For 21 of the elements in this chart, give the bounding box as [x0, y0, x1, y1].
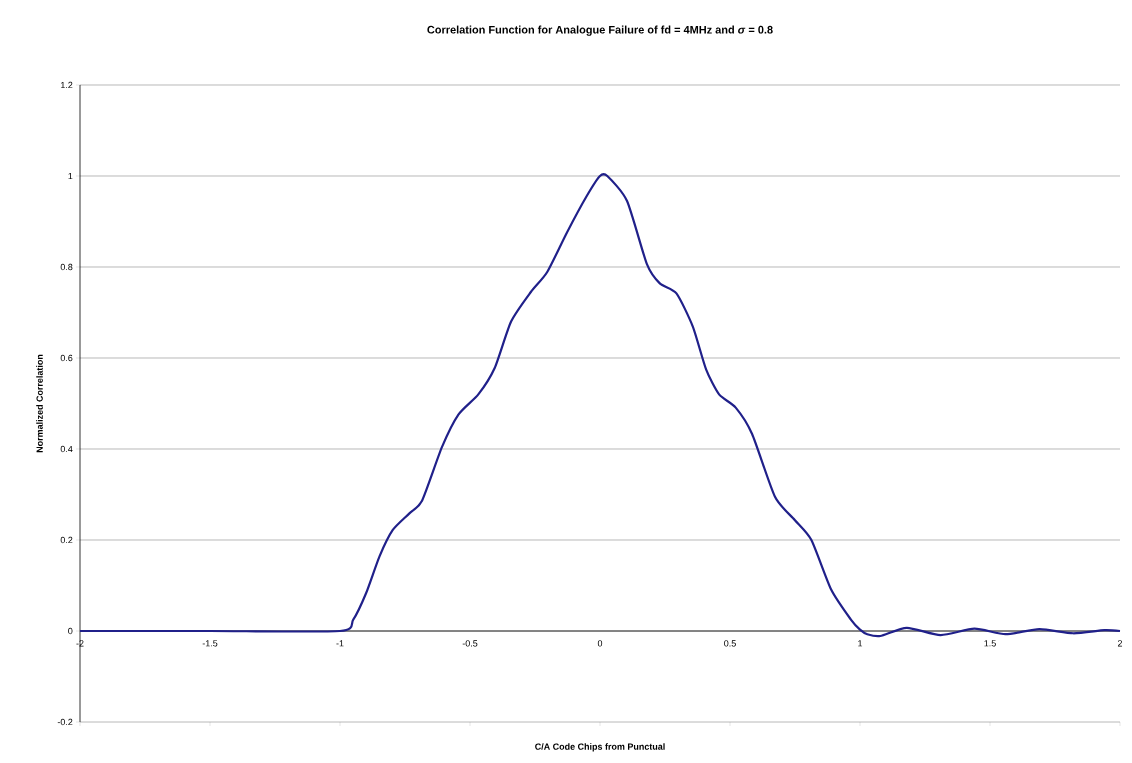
- x-tick-label: 0.5: [724, 640, 736, 647]
- y-tick-label: -0.2: [57, 718, 73, 726]
- x-tick-label: -0.5: [462, 640, 478, 647]
- x-tick-label: 1: [858, 640, 863, 647]
- y-tick-label: 0.2: [60, 536, 73, 544]
- x-tick-label: -2: [76, 640, 84, 647]
- y-tick-label: 1.2: [61, 81, 73, 89]
- y-tick-label: 1: [68, 172, 73, 180]
- y-tick-label: 0.6: [60, 354, 73, 362]
- y-tick-label: 0.8: [60, 263, 73, 271]
- chart-title: Correlation Function for Analogue Failure of fd = 4MHz and σ = 0.8: [427, 25, 773, 36]
- y-tick-label: 0.4: [60, 445, 73, 453]
- x-tick-label: 1.5: [984, 640, 996, 647]
- x-tick-label: -1.5: [202, 640, 218, 647]
- line-series: [78, 174, 1122, 638]
- y-axis-title: Normalized Correlation: [36, 354, 43, 453]
- x-axis-title: C/A Code Chips from Punctual: [535, 743, 665, 752]
- x-tick-label: -1: [336, 640, 344, 647]
- x-tick-label: 2: [1117, 640, 1123, 647]
- y-tick-label: 0: [68, 627, 73, 635]
- x-tick-label: 0: [597, 640, 603, 647]
